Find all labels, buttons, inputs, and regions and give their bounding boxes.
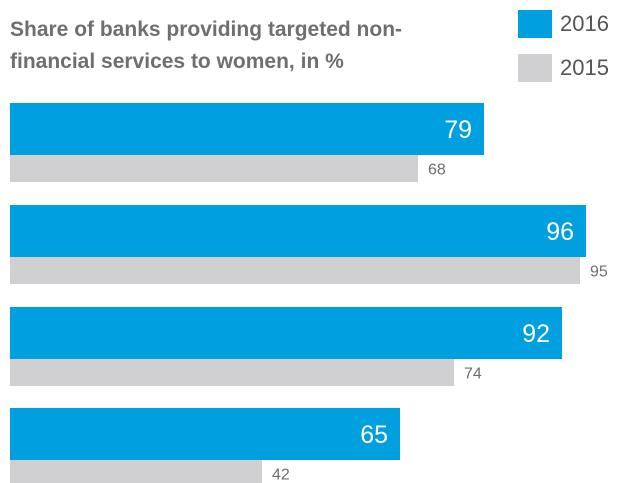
bar-label-2016-1: 79 [444, 116, 472, 144]
bar-label-2015-2: 95 [590, 264, 608, 281]
bar-2016-4 [10, 408, 400, 460]
bar-label-2015-1: 68 [428, 162, 446, 179]
bar-label-2016-2: 96 [546, 218, 574, 246]
bar-2016-3 [10, 307, 562, 359]
legend-swatch-2016 [518, 10, 552, 38]
bar-2015-2 [10, 257, 580, 284]
legend-label-2015: 2015 [560, 55, 609, 80]
bar-2015-4 [10, 460, 262, 483]
bar-label-2015-3: 74 [464, 366, 482, 383]
bar-2015-3 [10, 359, 454, 386]
bar-label-2016-3: 92 [522, 320, 550, 348]
legend-label-2016: 2016 [560, 11, 609, 36]
legend-swatch-2015 [518, 54, 552, 82]
bar-2015-1 [10, 155, 418, 182]
chart-title: Share of banks providing targeted non-fi… [10, 18, 403, 73]
bar-label-2015-4: 42 [272, 467, 290, 483]
bar-label-2016-4: 65 [360, 421, 388, 449]
bar-2016-2 [10, 205, 586, 257]
bar-2016-1 [10, 103, 484, 155]
